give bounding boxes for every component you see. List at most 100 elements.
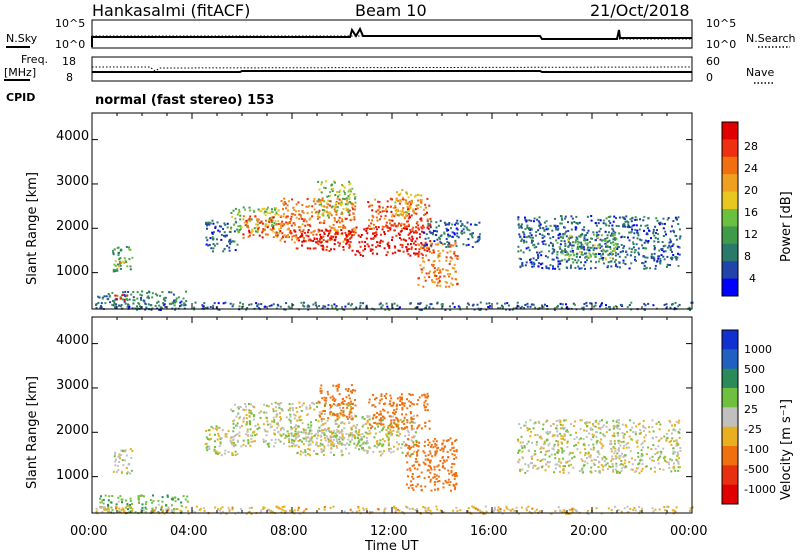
vel-cell — [515, 506, 518, 509]
power-cell — [525, 261, 528, 264]
colorbar-swatch — [722, 334, 738, 341]
power-cell — [328, 231, 331, 234]
power-cell — [242, 303, 244, 306]
power-cell — [413, 195, 416, 198]
power-cell — [619, 266, 621, 269]
vel-cell — [235, 433, 238, 436]
power-cell — [643, 215, 646, 218]
vel-cell — [589, 428, 592, 431]
vel-cell — [375, 397, 378, 400]
power-cell — [369, 248, 372, 251]
vel-cell — [413, 450, 416, 453]
power-cell — [354, 205, 357, 208]
power-cell — [397, 249, 400, 252]
power-cell — [348, 246, 351, 249]
power-cell — [420, 247, 422, 250]
power-cell — [237, 225, 240, 228]
nsearch-tick-top: 10^5 — [706, 17, 736, 30]
power-cell — [525, 220, 528, 223]
power-cell — [646, 240, 648, 243]
vel-cell — [157, 503, 160, 506]
vel-cell — [389, 428, 392, 431]
vel-cell — [528, 510, 531, 513]
power-cell — [119, 249, 122, 252]
vel-cell — [547, 465, 550, 468]
power-cell — [400, 238, 403, 241]
vel-cell — [664, 509, 667, 512]
vel-cell — [554, 457, 557, 460]
vel-cell — [275, 415, 278, 418]
vel-cell — [316, 405, 318, 408]
power-cell — [538, 262, 541, 265]
power-cell — [226, 226, 229, 229]
power-cell — [330, 237, 333, 240]
vel-cell — [341, 438, 344, 441]
power-ytick-4000: 4000 — [56, 129, 89, 144]
power-cell — [354, 231, 357, 234]
vel-cell — [350, 431, 353, 434]
power-cell — [569, 236, 572, 239]
power-cell — [427, 259, 430, 262]
power-cell — [580, 261, 582, 264]
vel-cell — [562, 457, 564, 460]
power-cell — [317, 180, 320, 183]
vel-cell — [286, 435, 288, 438]
power-cell — [526, 226, 529, 229]
vel-cell — [542, 458, 545, 461]
power-cell — [608, 253, 611, 256]
vel-cell — [99, 506, 102, 509]
colorbar-swatch — [722, 226, 738, 233]
vel-cell — [631, 426, 634, 429]
vel-cell — [354, 404, 357, 407]
power-cell — [265, 223, 268, 226]
vel-cell — [620, 441, 623, 444]
power-cell — [317, 213, 320, 216]
vel-cell — [418, 441, 421, 444]
vel-cell — [633, 507, 636, 509]
power-cell — [586, 248, 589, 251]
power-cell — [312, 240, 315, 242]
power-cell — [278, 232, 281, 235]
power-cell — [535, 246, 538, 248]
vel-cell — [594, 425, 597, 428]
power-cell — [608, 239, 611, 242]
vel-cell — [424, 485, 427, 488]
power-cell — [327, 214, 330, 217]
vel-cell — [544, 458, 547, 461]
power-cell — [132, 296, 135, 299]
power-cell — [423, 244, 426, 247]
power-cell — [255, 302, 258, 305]
power-cell — [520, 226, 523, 229]
power-cell — [289, 229, 292, 232]
vel-cell — [634, 459, 637, 461]
vel-cell — [611, 458, 614, 460]
power-cell — [437, 250, 440, 252]
vel-cell — [250, 403, 252, 406]
power-cell — [523, 307, 525, 310]
vel-cell — [230, 408, 232, 411]
vel-cell — [207, 429, 210, 432]
vel-cell — [272, 408, 275, 411]
power-cell — [576, 243, 579, 246]
vel-cell — [408, 507, 411, 510]
vel-cell — [389, 400, 392, 403]
vel-cell — [179, 509, 182, 512]
vel-cell — [245, 433, 248, 436]
vel-cell — [456, 509, 459, 512]
vel-cell — [289, 509, 291, 512]
power-cell — [282, 203, 285, 206]
power-cell — [426, 226, 429, 229]
vel-cell — [411, 436, 414, 439]
vel-cell — [291, 510, 294, 513]
power-cell — [297, 236, 300, 239]
vel-cell — [233, 419, 236, 422]
power-cell — [637, 251, 640, 254]
vel-cell — [439, 509, 442, 512]
power-cell — [112, 249, 114, 252]
vel-cell — [634, 509, 637, 512]
vel-cell — [535, 508, 538, 511]
vel-cell — [245, 417, 248, 420]
vel-cell — [641, 441, 644, 444]
power-cell — [460, 225, 463, 227]
power-cell — [347, 233, 350, 236]
